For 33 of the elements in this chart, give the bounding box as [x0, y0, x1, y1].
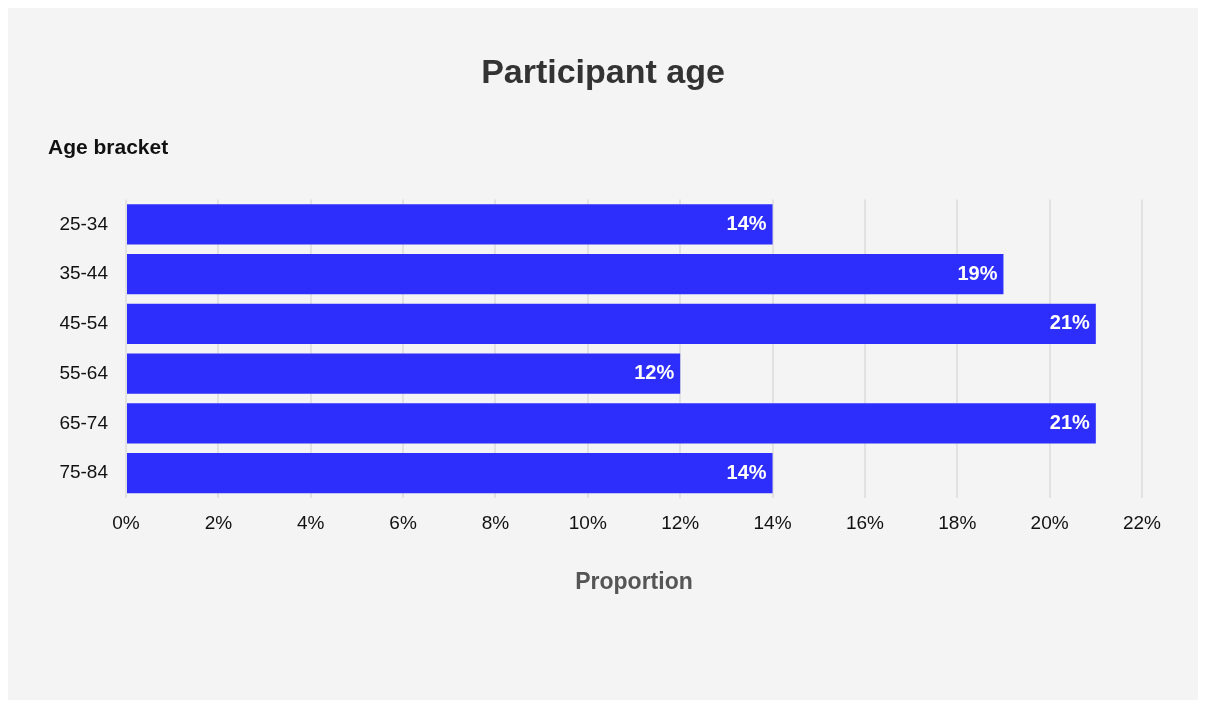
x-tick-label: 16%: [845, 511, 885, 533]
data-label: 19%: [957, 261, 998, 284]
chart-title: Participant age: [480, 52, 726, 91]
bar: [127, 452, 773, 494]
bar: [127, 403, 1096, 444]
bar: [127, 253, 1004, 295]
x-tick-label: 12%: [661, 511, 700, 533]
x-tick-label: 14%: [753, 511, 792, 533]
bar: [127, 204, 773, 245]
x-tick-label: 18%: [938, 511, 977, 533]
y-tick-label: 75-84: [59, 461, 109, 483]
x-tick-label: 10%: [568, 511, 607, 533]
y-axis-title: Age bracket: [48, 135, 169, 159]
y-tick-label: 45-54: [59, 312, 109, 334]
x-tick-label: 6%: [389, 511, 417, 533]
data-label: 21%: [1049, 410, 1091, 433]
data-label: 21%: [1049, 311, 1091, 334]
x-axis-title: Proportion: [575, 567, 693, 594]
y-tick-label: 25-34: [59, 212, 109, 234]
x-tick-label: 2%: [204, 511, 233, 533]
x-tick-label: 8%: [481, 511, 510, 533]
data-label: 14%: [726, 211, 767, 234]
x-tick-label: 22%: [1122, 511, 1162, 533]
y-tick-label: 55-64: [59, 361, 109, 383]
x-tick-label: 20%: [1030, 511, 1069, 533]
data-label: 12%: [634, 361, 675, 384]
bar: [127, 303, 1096, 344]
x-tick-label: 0%: [112, 511, 140, 533]
bar: [127, 353, 681, 394]
y-tick-label: 35-44: [59, 262, 109, 284]
y-tick-label: 65-74: [59, 411, 109, 433]
data-label: 14%: [726, 460, 767, 483]
x-tick-label: 4%: [296, 511, 325, 533]
